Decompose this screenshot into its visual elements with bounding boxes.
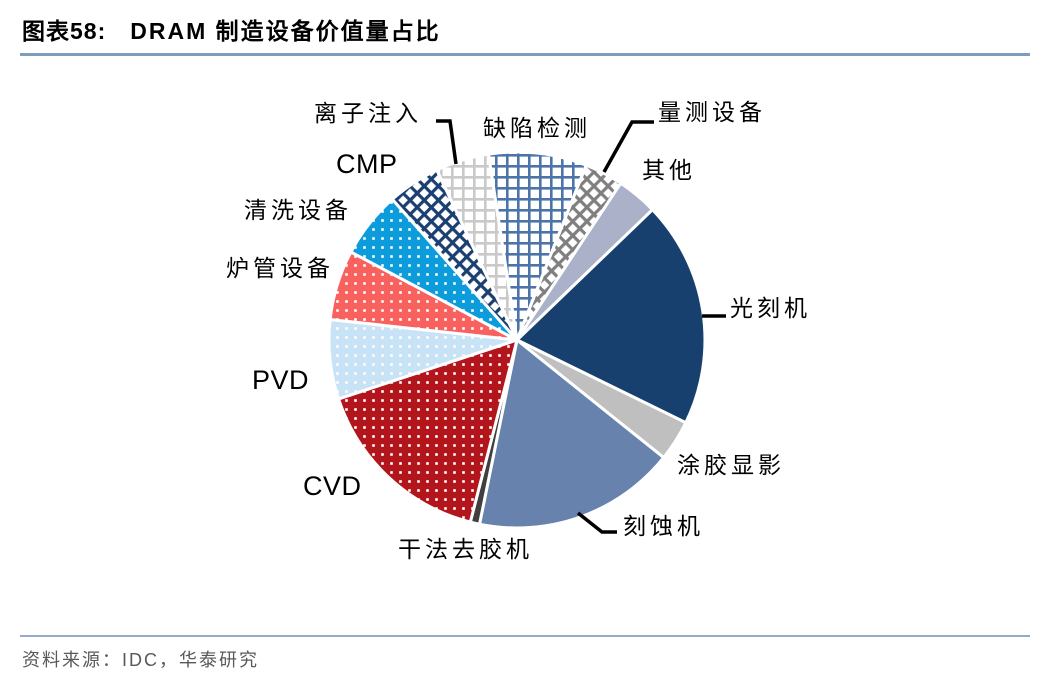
leader-line-etcher: [576, 511, 617, 534]
pie-slice-defect-inspection: [487, 150, 588, 342]
footer-rule: [20, 635, 1030, 637]
source-note: 资料来源：IDC，华泰研究: [22, 650, 259, 670]
header-rule: [20, 53, 1030, 56]
figure-title: DRAM 制造设备价值量占比: [130, 18, 441, 44]
figure-header: 图表58: DRAM 制造设备价值量占比: [22, 12, 441, 46]
leader-line-metrology: [602, 120, 654, 173]
figure-number: 图表58:: [22, 18, 107, 44]
pie-slice-lithography: [515, 208, 707, 425]
pie-slice-cmp: [390, 168, 519, 342]
leader-line-ion-implant: [436, 119, 458, 165]
